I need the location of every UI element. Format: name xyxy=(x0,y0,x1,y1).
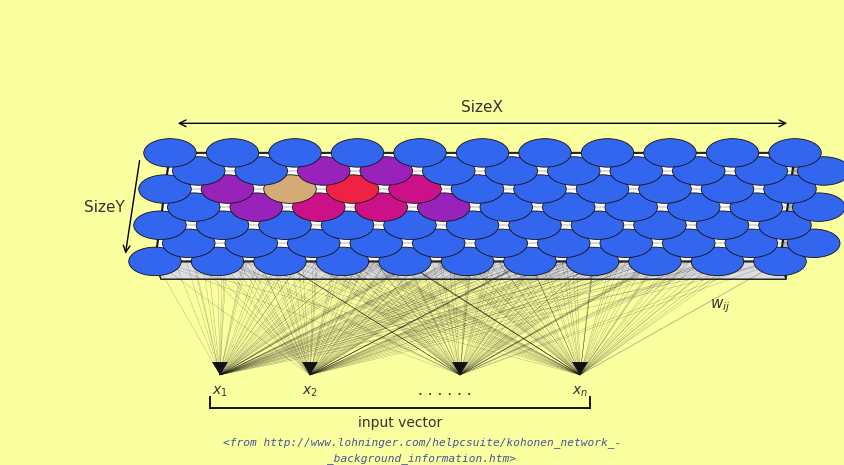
Ellipse shape xyxy=(610,157,663,185)
Polygon shape xyxy=(212,362,228,375)
Text: SizeX: SizeX xyxy=(462,100,504,115)
Ellipse shape xyxy=(663,229,715,258)
Ellipse shape xyxy=(566,247,619,276)
Ellipse shape xyxy=(316,247,369,276)
Ellipse shape xyxy=(297,157,350,185)
Text: $w_{ij}$: $w_{ij}$ xyxy=(710,297,730,315)
Text: . . . . . .: . . . . . . xyxy=(418,383,472,398)
Ellipse shape xyxy=(259,211,311,239)
Ellipse shape xyxy=(582,139,634,167)
Ellipse shape xyxy=(764,175,816,203)
Ellipse shape xyxy=(793,193,844,221)
Ellipse shape xyxy=(441,247,494,276)
Ellipse shape xyxy=(475,229,528,258)
Ellipse shape xyxy=(634,211,686,239)
Polygon shape xyxy=(780,153,801,279)
Ellipse shape xyxy=(129,247,181,276)
Ellipse shape xyxy=(673,157,725,185)
Ellipse shape xyxy=(759,211,811,239)
Ellipse shape xyxy=(360,157,413,185)
Ellipse shape xyxy=(696,211,749,239)
Polygon shape xyxy=(572,362,588,375)
Ellipse shape xyxy=(201,175,254,203)
Polygon shape xyxy=(452,362,468,375)
Ellipse shape xyxy=(514,175,566,203)
Ellipse shape xyxy=(446,211,499,239)
Polygon shape xyxy=(155,261,786,279)
Ellipse shape xyxy=(268,139,322,167)
Ellipse shape xyxy=(605,193,657,221)
Ellipse shape xyxy=(548,157,600,185)
Ellipse shape xyxy=(519,139,571,167)
Ellipse shape xyxy=(571,211,624,239)
Ellipse shape xyxy=(730,193,782,221)
Ellipse shape xyxy=(735,157,787,185)
Text: $x_n$: $x_n$ xyxy=(572,385,588,399)
Ellipse shape xyxy=(138,175,192,203)
Ellipse shape xyxy=(701,175,754,203)
Ellipse shape xyxy=(798,157,844,185)
Ellipse shape xyxy=(133,211,187,239)
Polygon shape xyxy=(302,362,318,375)
Ellipse shape xyxy=(504,247,556,276)
Text: $x_2$: $x_2$ xyxy=(302,385,318,399)
Ellipse shape xyxy=(668,193,720,221)
Ellipse shape xyxy=(263,175,316,203)
Ellipse shape xyxy=(143,139,197,167)
Ellipse shape xyxy=(389,175,441,203)
Ellipse shape xyxy=(350,229,403,258)
Text: input vector: input vector xyxy=(358,416,442,430)
Ellipse shape xyxy=(423,157,475,185)
Ellipse shape xyxy=(644,139,696,167)
Polygon shape xyxy=(155,153,795,261)
Ellipse shape xyxy=(331,139,384,167)
Ellipse shape xyxy=(172,157,225,185)
Text: $x_1$: $x_1$ xyxy=(212,385,228,399)
Ellipse shape xyxy=(235,157,288,185)
Text: _background_information.htm>: _background_information.htm> xyxy=(327,453,517,464)
Ellipse shape xyxy=(576,175,629,203)
Ellipse shape xyxy=(639,175,691,203)
Ellipse shape xyxy=(754,247,806,276)
Ellipse shape xyxy=(163,229,215,258)
Ellipse shape xyxy=(691,247,744,276)
Ellipse shape xyxy=(394,139,446,167)
Ellipse shape xyxy=(706,139,759,167)
Ellipse shape xyxy=(457,139,509,167)
Ellipse shape xyxy=(288,229,340,258)
Ellipse shape xyxy=(206,139,259,167)
Ellipse shape xyxy=(538,229,590,258)
Ellipse shape xyxy=(327,175,379,203)
Text: SizeY: SizeY xyxy=(84,199,125,215)
Ellipse shape xyxy=(600,229,652,258)
Ellipse shape xyxy=(225,229,278,258)
Ellipse shape xyxy=(379,247,431,276)
Ellipse shape xyxy=(167,193,220,221)
Ellipse shape xyxy=(322,211,374,239)
Text: <from http://www.lohninger.com/helpcsuite/kohonen_network_-: <from http://www.lohninger.com/helpcsuit… xyxy=(223,437,621,448)
Ellipse shape xyxy=(452,175,504,203)
Ellipse shape xyxy=(197,211,249,239)
Ellipse shape xyxy=(485,157,538,185)
Ellipse shape xyxy=(418,193,470,221)
Ellipse shape xyxy=(480,193,533,221)
Ellipse shape xyxy=(787,229,840,258)
Ellipse shape xyxy=(413,229,465,258)
Ellipse shape xyxy=(293,193,345,221)
Ellipse shape xyxy=(254,247,306,276)
Ellipse shape xyxy=(769,139,821,167)
Ellipse shape xyxy=(509,211,561,239)
Ellipse shape xyxy=(629,247,681,276)
Ellipse shape xyxy=(543,193,595,221)
Ellipse shape xyxy=(725,229,777,258)
Ellipse shape xyxy=(192,247,244,276)
Ellipse shape xyxy=(230,193,283,221)
Ellipse shape xyxy=(384,211,436,239)
Polygon shape xyxy=(155,261,786,279)
Ellipse shape xyxy=(355,193,408,221)
